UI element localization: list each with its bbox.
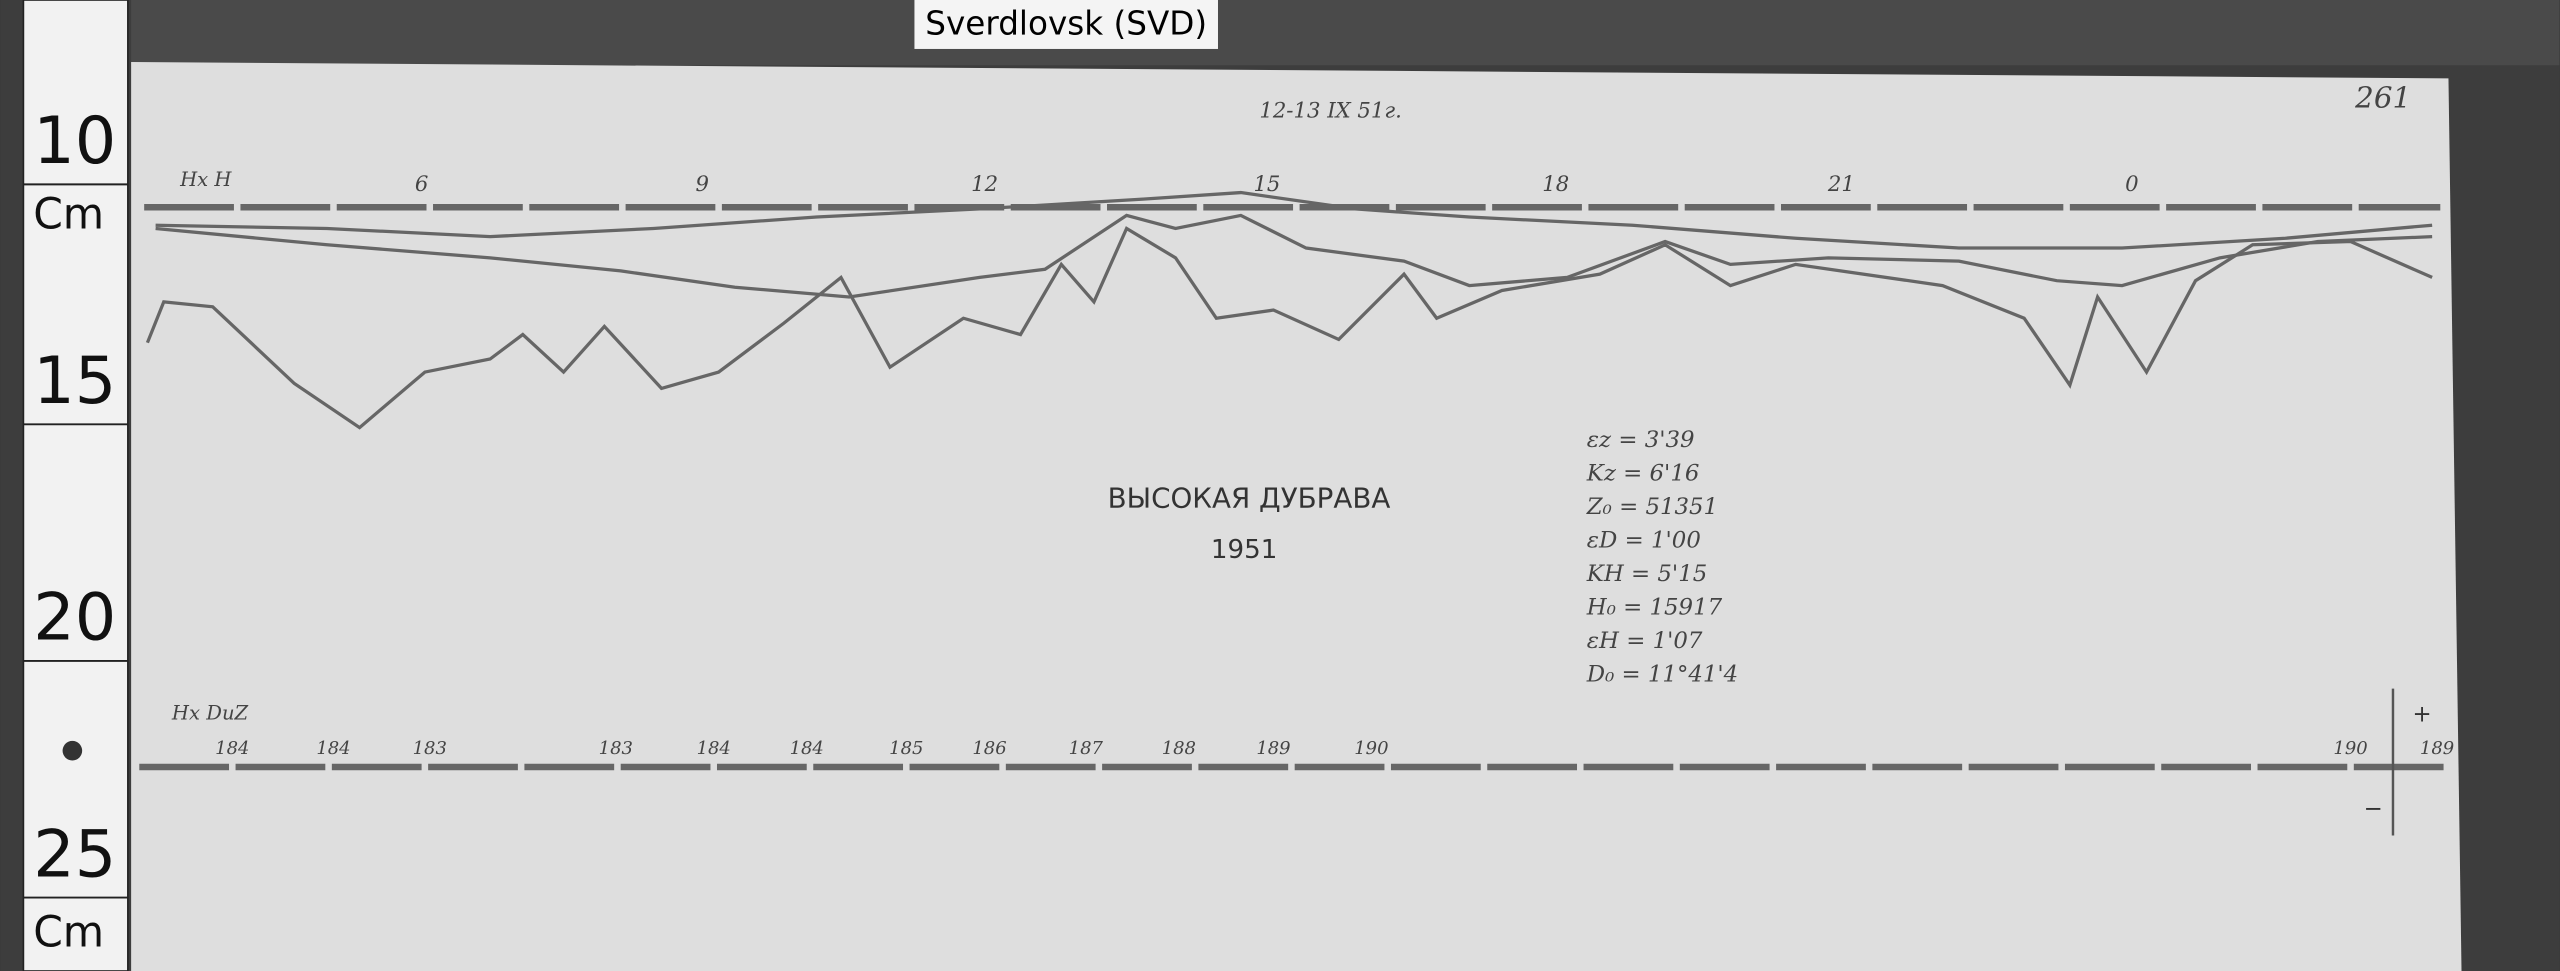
sheet-number: 261 bbox=[2354, 81, 2411, 115]
constant: D₀ = 11°41'4 bbox=[1586, 661, 1738, 687]
ruler-mark: 10 bbox=[33, 103, 116, 179]
ruler-unit: Cm bbox=[33, 909, 104, 958]
ruler-mark: 15 bbox=[33, 343, 116, 419]
scale-label: 183 bbox=[413, 738, 447, 759]
traces bbox=[145, 190, 2433, 430]
tag: Sverdlovsk (SVD) bbox=[925, 4, 1207, 42]
place: ВЫСОКАЯ ДУБРАВА bbox=[1108, 482, 1391, 515]
constant: εH = 1'07 bbox=[1587, 628, 1703, 654]
constant: εz = 3'39 bbox=[1587, 427, 1695, 453]
minus: − bbox=[2364, 796, 2383, 822]
scale-label: 189 bbox=[2420, 738, 2454, 759]
tag-box bbox=[914, 0, 1218, 49]
scale-label: 186 bbox=[972, 738, 1006, 759]
ruler-lines bbox=[23, 183, 128, 899]
constant: εD = 1'00 bbox=[1587, 528, 1701, 554]
hour-label: 6 bbox=[415, 172, 429, 197]
date: 12-13 IX 51г. bbox=[1259, 98, 1402, 123]
plus: + bbox=[2413, 701, 2432, 727]
hour-label: 15 bbox=[1253, 172, 1280, 197]
scale-label: 190 bbox=[1354, 738, 1388, 759]
hour-label: 12 bbox=[971, 172, 998, 197]
constant: Z₀ = 51351 bbox=[1586, 494, 1718, 520]
scale-label: 190 bbox=[2333, 738, 2367, 759]
scale-label: 184 bbox=[316, 738, 350, 759]
scale-label: 185 bbox=[889, 738, 923, 759]
hour-label: 9 bbox=[696, 172, 710, 197]
constant: Kz = 6'16 bbox=[1586, 461, 1700, 487]
ruler bbox=[22, 0, 129, 971]
lower-label: Нх DuZ bbox=[171, 702, 249, 725]
hour-label: 0 bbox=[2125, 172, 2138, 197]
scale-label: 189 bbox=[1256, 738, 1290, 759]
scale-label: 184 bbox=[697, 738, 731, 759]
ruler-mark: 25 bbox=[33, 816, 116, 892]
scale-label: 184 bbox=[790, 738, 824, 759]
ruler-unit: Cm bbox=[33, 190, 104, 239]
pin bbox=[62, 740, 83, 761]
hour-label: 18 bbox=[1542, 172, 1569, 197]
ruler-mark: 20 bbox=[33, 580, 116, 656]
paper bbox=[131, 62, 2462, 971]
board bbox=[131, 0, 2560, 66]
scale-label: 184 bbox=[215, 738, 249, 759]
constant: H₀ = 15917 bbox=[1586, 594, 1723, 620]
upper-label: Нх Н bbox=[179, 168, 232, 191]
scale-label: 187 bbox=[1069, 738, 1104, 759]
constant: KH = 5'15 bbox=[1586, 561, 1707, 587]
scale-label: 183 bbox=[599, 738, 633, 759]
year: 1951 bbox=[1211, 535, 1277, 565]
scale-label: 188 bbox=[1162, 738, 1196, 759]
hour-label: 21 bbox=[1827, 172, 1855, 197]
